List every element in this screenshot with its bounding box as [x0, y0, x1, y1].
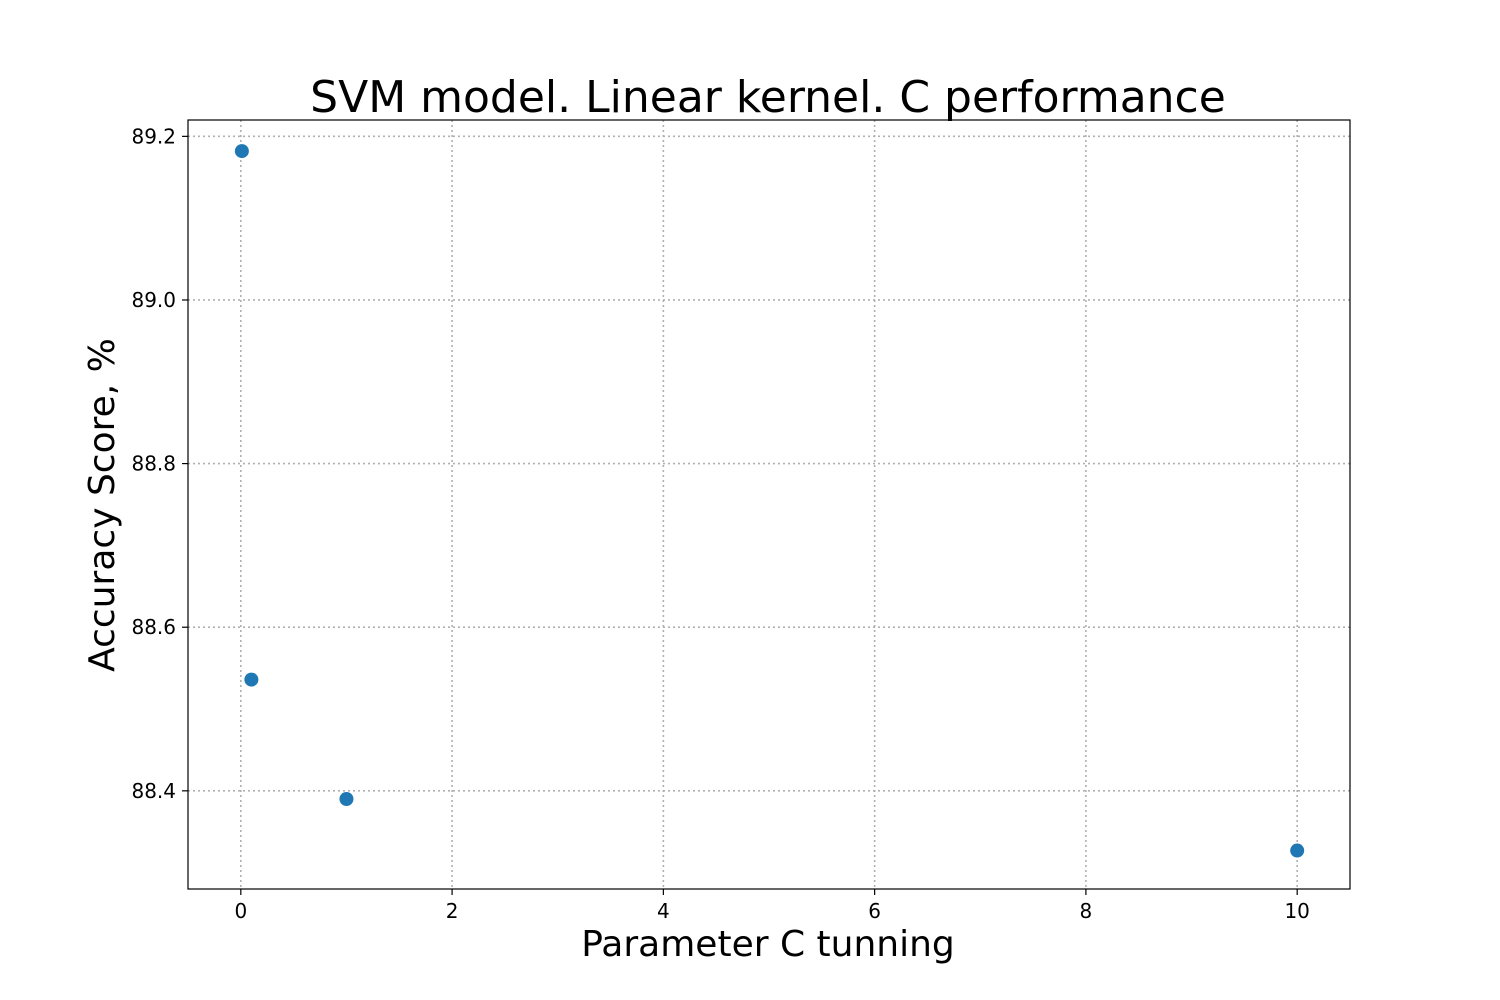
- data-points: [234, 144, 1305, 858]
- x-axis-ticks: 0 2 4 6 8 10: [234, 889, 1310, 923]
- y-tick-label: 88.6: [131, 615, 176, 639]
- data-point: [339, 792, 354, 807]
- data-point: [234, 144, 249, 159]
- grid-lines: [188, 120, 1350, 889]
- x-tick-label: 4: [657, 899, 670, 923]
- plot-frame: [187, 119, 1351, 890]
- x-tick-label: 10: [1284, 899, 1309, 923]
- y-tick-label: 89.2: [131, 124, 176, 148]
- x-tick-label: 0: [234, 899, 247, 923]
- x-tick-label: 2: [446, 899, 459, 923]
- data-point: [244, 672, 259, 687]
- y-axis-ticks: 88.4 88.6 88.8 89.0 89.2: [131, 124, 188, 803]
- x-axis-label: Parameter C tunning: [581, 924, 955, 965]
- y-tick-label: 88.4: [131, 779, 176, 803]
- data-point: [1290, 843, 1305, 858]
- y-axis-label: Accuracy Score, %: [82, 338, 123, 672]
- y-tick-label: 88.8: [131, 452, 176, 476]
- x-tick-label: 6: [868, 899, 881, 923]
- chart-title: SVM model. Linear kernel. C performance: [310, 72, 1226, 123]
- y-tick-label: 89.0: [131, 288, 176, 312]
- x-tick-label: 8: [1080, 899, 1093, 923]
